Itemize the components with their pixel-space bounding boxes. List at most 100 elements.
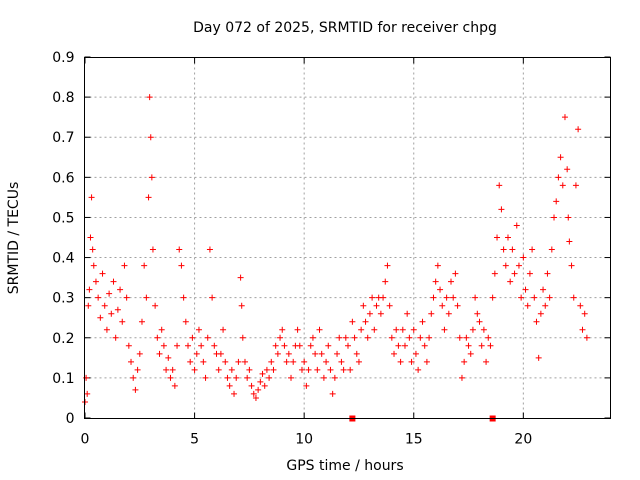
data-point	[351, 334, 358, 341]
data-point	[215, 366, 222, 373]
data-point	[169, 366, 176, 373]
y-tick-label: 0.3	[52, 291, 74, 307]
chart-title: Day 072 of 2025, SRMTID for receiver chp…	[193, 20, 497, 36]
data-point	[178, 262, 185, 269]
data-point	[141, 262, 148, 269]
data-point	[305, 366, 312, 373]
data-point	[160, 342, 167, 349]
x-tick-label: 5	[190, 432, 199, 448]
data-point	[472, 294, 479, 301]
data-point	[132, 386, 139, 393]
data-point	[228, 366, 235, 373]
data-point	[531, 294, 538, 301]
data-point	[309, 334, 316, 341]
data-point	[241, 358, 248, 365]
data-point	[353, 350, 360, 357]
data-point	[507, 278, 514, 285]
y-tick-label: 0.8	[52, 90, 74, 106]
data-point	[423, 358, 430, 365]
data-point	[95, 294, 102, 301]
data-point	[83, 374, 90, 381]
data-point	[445, 310, 452, 317]
data-point	[296, 342, 303, 349]
data-point	[176, 246, 183, 253]
data-point	[85, 302, 92, 309]
data-point	[572, 182, 579, 189]
data-point	[303, 382, 310, 389]
data-point	[371, 326, 378, 333]
data-point	[103, 326, 110, 333]
data-point	[182, 318, 189, 325]
data-point	[518, 294, 525, 301]
data-point	[579, 326, 586, 333]
data-point	[148, 174, 155, 181]
data-point	[551, 214, 558, 221]
data-point	[277, 334, 284, 341]
data-point	[171, 382, 178, 389]
data-point	[130, 374, 137, 381]
data-point	[566, 238, 573, 245]
data-point	[211, 342, 218, 349]
data-point	[143, 294, 150, 301]
data-point	[195, 326, 202, 333]
data-point	[515, 262, 522, 269]
data-point	[187, 358, 194, 365]
data-point	[491, 270, 498, 277]
data-point	[437, 286, 444, 293]
data-point	[524, 302, 531, 309]
data-point	[318, 350, 325, 357]
data-point	[419, 318, 426, 325]
data-point	[355, 358, 362, 365]
data-point	[487, 342, 494, 349]
data-point	[224, 374, 231, 381]
data-point	[325, 342, 332, 349]
data-point	[458, 374, 465, 381]
data-point	[233, 374, 240, 381]
data-point	[294, 326, 301, 333]
data-point	[364, 334, 371, 341]
data-point	[478, 342, 485, 349]
y-tick-label: 0.6	[52, 170, 74, 186]
data-point	[255, 386, 262, 393]
data-point	[250, 390, 257, 397]
plot-frame	[84, 57, 611, 419]
y-tick-label: 0.1	[52, 371, 74, 387]
data-point	[469, 326, 476, 333]
data-point	[432, 278, 439, 285]
data-point	[314, 366, 321, 373]
data-point	[149, 246, 156, 253]
data-point	[202, 374, 209, 381]
data-point	[362, 318, 369, 325]
data-point	[237, 274, 244, 281]
data-point	[450, 294, 457, 301]
data-point	[86, 286, 93, 293]
data-point	[226, 382, 233, 389]
data-point	[158, 326, 165, 333]
data-point	[502, 262, 509, 269]
data-point	[84, 390, 91, 397]
data-point	[279, 326, 286, 333]
data-point	[136, 350, 143, 357]
data-point	[336, 334, 343, 341]
data-point	[434, 262, 441, 269]
data-point	[557, 154, 564, 161]
data-point	[263, 366, 270, 373]
data-point	[167, 374, 174, 381]
data-point	[393, 326, 400, 333]
data-point	[377, 310, 384, 317]
data-point	[467, 350, 474, 357]
data-point	[388, 334, 395, 341]
data-point	[583, 334, 590, 341]
x-tick-label: 10	[295, 432, 313, 448]
data-point	[156, 350, 163, 357]
data-point	[443, 294, 450, 301]
data-point	[114, 306, 121, 313]
data-point	[565, 214, 572, 221]
data-point	[428, 310, 435, 317]
data-point	[461, 358, 468, 365]
data-point	[283, 358, 290, 365]
data-point	[134, 366, 141, 373]
x-tick-label: 0	[81, 432, 90, 448]
data-point	[268, 358, 275, 365]
